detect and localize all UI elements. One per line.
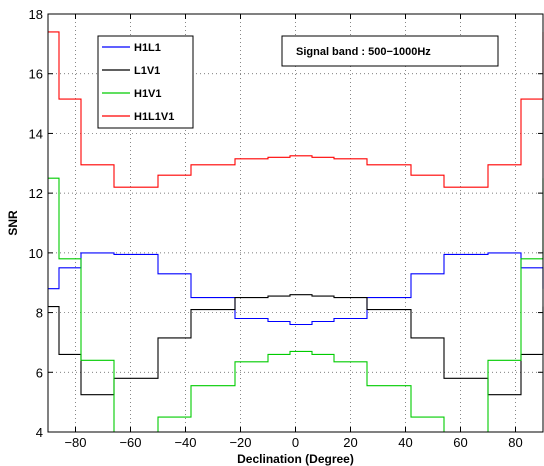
y-tick-label: 14 bbox=[29, 126, 43, 141]
legend-label-h1l1: H1L1 bbox=[134, 42, 161, 54]
x-tick-label: 60 bbox=[453, 435, 467, 450]
legend-label-l1v1: L1V1 bbox=[134, 65, 160, 77]
x-tick-label: −80 bbox=[64, 435, 86, 450]
x-tick-label: 20 bbox=[343, 435, 357, 450]
legend-box bbox=[97, 35, 194, 129]
series-line-h1l1 bbox=[48, 252, 544, 326]
axis-ticks: −80 −60 −40 −20 0 20 40 60 80 4 6 8 10 12 14 16 18 bbox=[29, 7, 543, 450]
x-tick-label: 80 bbox=[508, 435, 522, 450]
y-tick-label: 6 bbox=[36, 365, 43, 380]
x-tick-label: −60 bbox=[119, 435, 141, 450]
annotation-text: Signal band : 500−1000Hz bbox=[296, 46, 431, 58]
x-axis-label: Declination (Degree) bbox=[237, 452, 354, 466]
legend: H1L1 L1V1 H1V1 H1L1V1 bbox=[97, 35, 194, 129]
y-tick-label: 18 bbox=[29, 7, 43, 22]
series-line-h1l1v1 bbox=[48, 31, 544, 188]
y-tick-label: 12 bbox=[29, 186, 43, 201]
series-line-l1v1 bbox=[48, 294, 544, 396]
x-tick-label: −40 bbox=[174, 435, 196, 450]
y-tick-label: 16 bbox=[29, 67, 43, 82]
y-tick-label: 10 bbox=[29, 246, 43, 261]
x-tick-label: −20 bbox=[229, 435, 251, 450]
y-axis-label: SNR bbox=[6, 210, 20, 236]
x-tick-label: 0 bbox=[292, 435, 299, 450]
legend-label-h1v1: H1V1 bbox=[134, 88, 162, 100]
legend-label-h1l1v1: H1L1V1 bbox=[134, 111, 174, 123]
x-tick-label: 40 bbox=[398, 435, 412, 450]
annotation-box bbox=[281, 35, 499, 67]
y-tick-label: 4 bbox=[36, 425, 43, 440]
annotation: Signal band : 500−1000Hz bbox=[281, 35, 499, 67]
y-tick-label: 8 bbox=[36, 306, 43, 321]
